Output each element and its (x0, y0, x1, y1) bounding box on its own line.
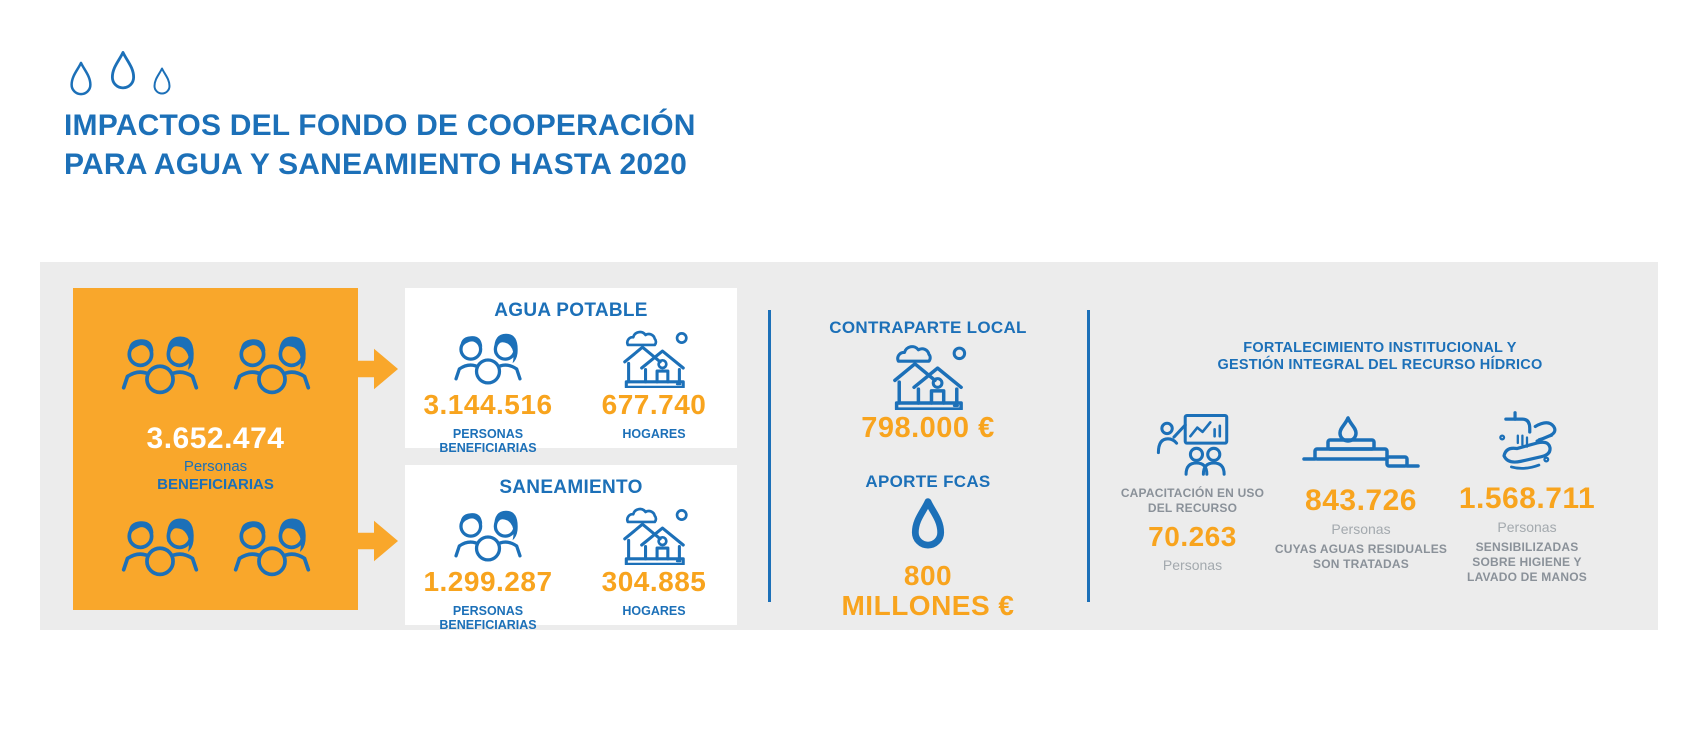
page-title: IMPACTOS DEL FONDO DE COOPERACIÓN PARA A… (64, 106, 696, 184)
item-label-line2: DEL RECURSO (1147, 501, 1238, 515)
strengthening-item-capacitacion: CAPACITACIÓN EN USO DEL RECURSO 70.263 P… (1110, 412, 1275, 573)
families-icon-row (73, 512, 358, 579)
beneficiaries-label: BENEFICIARIAS (157, 476, 274, 493)
house-icon (886, 342, 970, 410)
people-label: PERSONAS BENEFICIARIAS (439, 604, 537, 632)
aporte-fcas-value-line2: MILLONES € (841, 590, 1015, 621)
item-unit: Personas (1331, 521, 1391, 537)
family-icon (445, 328, 531, 387)
aporte-fcas-value-line1: 800 (903, 560, 953, 591)
people-label: PERSONAS BENEFICIARIAS (439, 427, 537, 455)
strengthening-title: FORTALECIMIENTO INSTITUCIONAL Y GESTIÓN … (1105, 340, 1655, 374)
item-label-line1: CAPACITACIÓN EN USO (1120, 486, 1265, 500)
item-value: 70.263 (1148, 521, 1237, 552)
strengthening-title-line2: GESTIÓN INTEGRAL DEL RECURSO HÍDRICO (1217, 357, 1543, 373)
homes-value: 304.885 (601, 566, 707, 597)
house-icon (617, 328, 691, 388)
beneficiaries-value: 3.652.474 (146, 422, 285, 455)
vertical-divider (768, 310, 771, 602)
water-drops-icon (66, 42, 174, 102)
people-value: 1.299.287 (423, 566, 553, 597)
strengthening-item-higiene: 1.568.711 Personas SENSIBILIZADAS SOBRE … (1442, 408, 1612, 585)
house-icon (617, 505, 691, 565)
arrow-right-icon (350, 347, 398, 391)
contraparte-local-title: CONTRAPARTE LOCAL (829, 318, 1027, 337)
item-value: 1.568.711 (1458, 482, 1596, 515)
family-icon (223, 330, 321, 397)
item-unit: Personas (1162, 557, 1223, 573)
water-drop-icon (906, 498, 950, 556)
contraparte-local-value: 798.000 € (861, 412, 995, 444)
people-value: 3.144.516 (423, 389, 553, 420)
homes-label: HOGARES (622, 604, 686, 618)
beneficiaries-unit: Personas (183, 458, 248, 475)
vertical-divider (1087, 310, 1090, 602)
family-icon (111, 330, 209, 397)
item-label-line2: SOBRE HIGIENE Y (1472, 555, 1582, 569)
homes-value: 677.740 (601, 389, 707, 420)
family-icon (445, 505, 531, 564)
strengthening-item-aguas-residuales: 843.726 Personas CUYAS AGUAS RESIDUALES … (1268, 416, 1454, 572)
card-saneamiento: SANEAMIENTO 1.299.287 PERSONAS BENEFICIA… (405, 465, 737, 632)
family-icon (223, 512, 321, 579)
card-title: AGUA POTABLE (494, 300, 648, 321)
arrow-right-icon (350, 519, 398, 563)
wastewater-treatment-icon (1301, 416, 1421, 478)
homes-label: HOGARES (622, 427, 686, 441)
card-agua-potable: AGUA POTABLE 3.144.516 PERSONAS BENEFICI… (405, 288, 737, 455)
aporte-fcas-title: APORTE FCAS (865, 472, 991, 491)
training-icon (1155, 412, 1231, 476)
families-icon-row (73, 330, 358, 397)
item-label-line1: CUYAS AGUAS RESIDUALES (1274, 542, 1448, 556)
page-title-line2: PARA AGUA Y SANEAMIENTO HASTA 2020 (64, 148, 688, 181)
beneficiaries-box: 3.652.474 Personas BENEFICIARIAS (73, 288, 358, 610)
item-value: 843.726 (1305, 484, 1417, 517)
water-drop-icon (150, 64, 174, 102)
water-drop-icon (106, 44, 140, 102)
item-unit: Personas (1497, 519, 1557, 535)
handwashing-icon (1493, 408, 1561, 478)
card-title: SANEAMIENTO (499, 477, 643, 498)
item-label-line2: SON TRATADAS (1313, 557, 1409, 571)
page-title-line1: IMPACTOS DEL FONDO DE COOPERACIÓN (64, 109, 696, 142)
water-drop-icon (66, 60, 96, 102)
strengthening-title-line1: FORTALECIMIENTO INSTITUCIONAL Y (1243, 340, 1517, 356)
item-label-line3: LAVADO DE MANOS (1467, 570, 1587, 584)
item-label-line1: SENSIBILIZADAS (1475, 540, 1579, 554)
family-icon (111, 512, 209, 579)
